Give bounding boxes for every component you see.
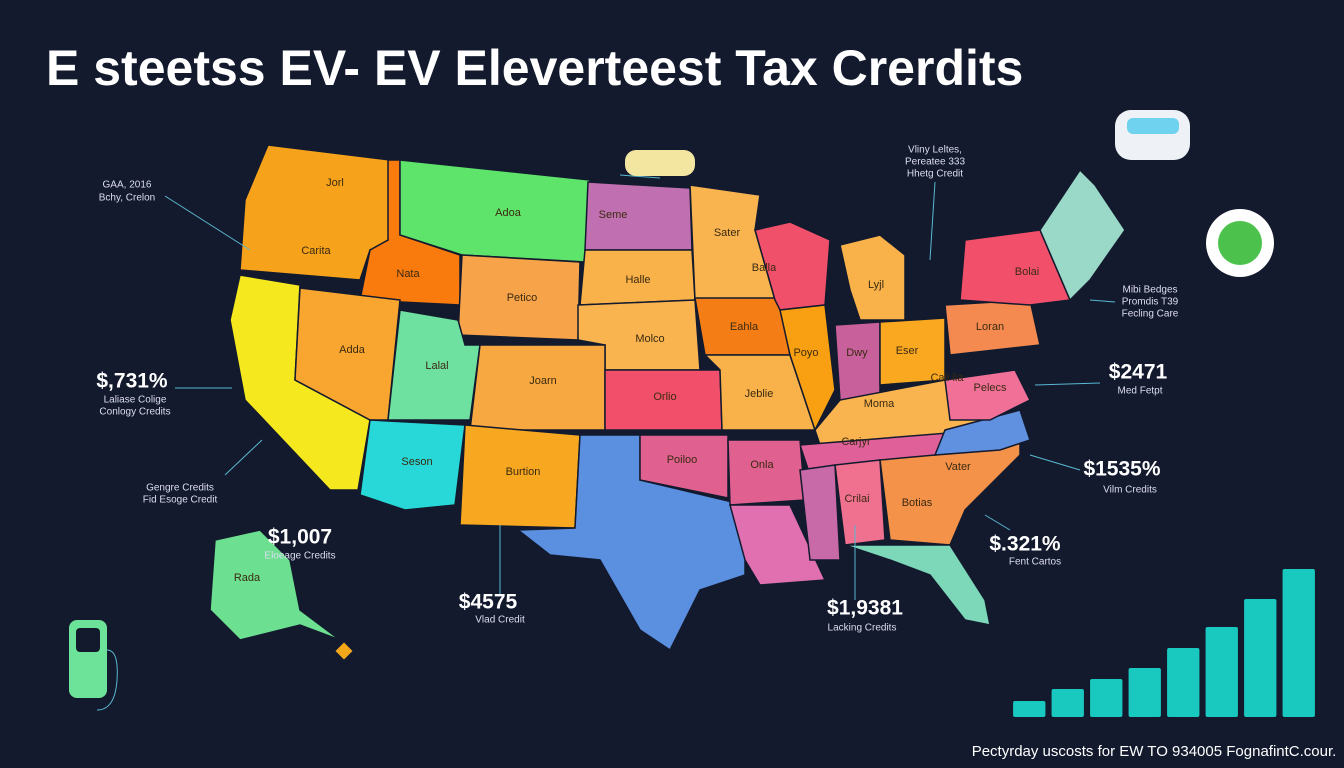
state-label: Adda xyxy=(339,344,366,356)
state-label: Jorl xyxy=(326,177,344,189)
state-label: Lyjl xyxy=(868,279,884,291)
callout-amount: $,731% xyxy=(96,370,168,393)
car-icon xyxy=(1115,110,1190,160)
state-label: Dwy xyxy=(846,347,868,359)
state-label: Poyo xyxy=(793,347,818,359)
charger-cable xyxy=(96,649,118,711)
state-label: Onla xyxy=(750,459,774,471)
callout-text: Fid Esoge Credit xyxy=(143,495,218,506)
state-label: Cali lia xyxy=(930,372,964,384)
callout-text: Mibi Bedges xyxy=(1122,285,1177,296)
us-map xyxy=(209,144,1126,652)
state-label: Carita xyxy=(301,245,331,257)
bar xyxy=(1013,701,1046,717)
callout-text: Vlad Credit xyxy=(475,615,525,626)
charger-screen xyxy=(76,628,100,652)
state-label: Pelecs xyxy=(973,382,1007,394)
callout-text: Lacking Credits xyxy=(828,623,897,634)
state-label: Loran xyxy=(976,321,1004,333)
callout-text: Fecling Care xyxy=(1122,309,1179,320)
state-label: Joarn xyxy=(529,375,557,387)
title: E steetss EV- EV Eleverteest Tax Crerdit… xyxy=(46,40,1023,96)
state-label: Sater xyxy=(714,227,741,239)
dollar-coin xyxy=(1218,221,1262,265)
car-window xyxy=(1127,118,1179,134)
callout-text: Fent Cartos xyxy=(1009,557,1061,568)
state-label: Carjyr xyxy=(841,436,871,448)
callout-text: Laliase Colige xyxy=(104,395,167,406)
bar xyxy=(1128,668,1161,717)
callout-text: Vilm Credits xyxy=(1103,485,1157,496)
state-label: Jeblie xyxy=(745,388,774,400)
state-label: Nata xyxy=(396,268,420,280)
state-label: Balla xyxy=(752,262,777,274)
callout-text: Bchy, Crelon xyxy=(99,193,156,204)
callout-amount: $4575 xyxy=(459,591,518,614)
state-label: Seson xyxy=(401,456,432,468)
bar-chart xyxy=(1013,569,1315,717)
bar xyxy=(1282,569,1315,717)
state-label: Botias xyxy=(902,497,933,509)
state-label: Lalal xyxy=(425,360,448,372)
car-icon xyxy=(625,150,695,176)
callout-amount: $.321% xyxy=(989,533,1061,556)
callouts: GAA, 2016 Bchy, Crelon Vliny Leltes, Per… xyxy=(96,145,1178,634)
callout-text: Conlogy Credits xyxy=(99,407,170,418)
state-label: Adoa xyxy=(495,207,522,219)
callout-text: Pereatee 333 xyxy=(905,157,965,168)
callout-text: Hhetg Credit xyxy=(907,169,963,180)
state-label: Crilai xyxy=(844,493,869,505)
callout-text: Eloeage Credits xyxy=(264,551,335,562)
state-label: Orlio xyxy=(653,391,676,403)
state-label: Moma xyxy=(864,398,895,410)
icons xyxy=(69,110,1274,711)
state-labels: Jorl Carita Adoa Nata Adda Lalal Petico … xyxy=(234,177,1039,584)
callout-text: Med Fetpt xyxy=(1117,386,1162,397)
bar xyxy=(1167,648,1200,717)
callout-amount: $2471 xyxy=(1109,361,1168,384)
callout-amount: $1,9381 xyxy=(827,597,903,620)
marker xyxy=(335,642,353,660)
leaders xyxy=(164,174,1116,600)
state-label: Halle xyxy=(625,274,650,286)
state-label: Bolai xyxy=(1015,266,1039,278)
state-label: Eser xyxy=(896,345,919,357)
callout-text: Gengre Credits xyxy=(146,483,214,494)
state-label: Eahla xyxy=(730,321,759,333)
bar xyxy=(1051,689,1084,717)
bar xyxy=(1244,599,1277,717)
state-label: Molco xyxy=(635,333,664,345)
callout-text: Vliny Leltes, xyxy=(908,145,962,156)
callout-text: GAA, 2016 xyxy=(103,180,152,191)
state-label: Burtion xyxy=(506,466,541,478)
state-label: Seme xyxy=(599,209,628,221)
bar xyxy=(1205,627,1238,717)
callout-text: Promdis T39 xyxy=(1122,297,1179,308)
footer: Pectyrday uscosts for EW TO 934005 Fogna… xyxy=(972,743,1337,760)
state-label: Petico xyxy=(507,292,538,304)
state-label: Vater xyxy=(945,461,971,473)
callout-amount: $1,007 xyxy=(268,526,332,549)
bar xyxy=(1090,679,1123,717)
callout-amount: $1535% xyxy=(1083,458,1160,481)
state-label: Poiloo xyxy=(667,454,698,466)
state-label: Rada xyxy=(234,572,261,584)
